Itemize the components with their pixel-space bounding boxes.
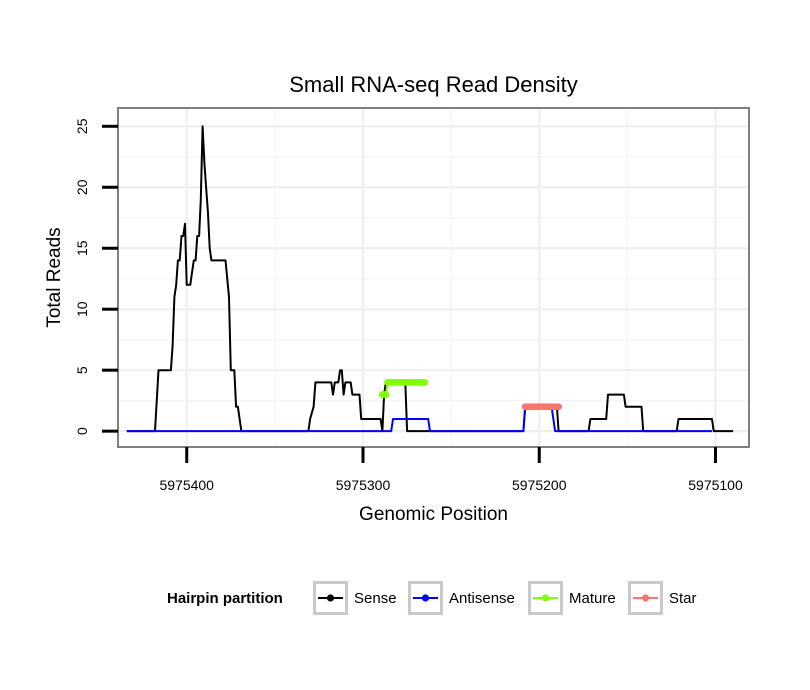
x-tick-label: 5975300 <box>336 477 391 493</box>
legend-item-star: Star <box>628 581 697 615</box>
legend-label: Mature <box>569 590 616 607</box>
series-mature <box>378 378 429 398</box>
x-tick-label: 5975100 <box>688 477 743 493</box>
y-tick-label: 25 <box>74 118 90 134</box>
legend-key-point <box>326 594 335 602</box>
legend-key-point <box>421 594 430 602</box>
chart-text: Small RNA-seq Read Density Genomic Positi… <box>44 72 578 525</box>
panel-border <box>117 107 750 448</box>
legend-key-point <box>641 594 650 602</box>
legend: Hairpin partition Sense Antisense Mature Sta… <box>167 581 697 615</box>
legend-title: Hairpin partition <box>167 590 283 607</box>
y-tick-label: 10 <box>74 301 90 317</box>
antisense-line <box>126 405 712 433</box>
y-axis-title: Total Reads <box>44 227 65 327</box>
x-tick-label: 5975200 <box>512 477 567 493</box>
y-tick-label: 5 <box>74 366 90 374</box>
chart-title: Small RNA-seq Read Density <box>289 72 578 97</box>
axes: 0 5 10 15 20 25 5975400 5975300 5975200 5975100 <box>74 118 743 493</box>
legend-label: Star <box>669 590 697 607</box>
x-tick-label: 5975400 <box>159 477 214 493</box>
legend-label: Sense <box>354 590 397 607</box>
y-tick-label: 20 <box>74 179 90 195</box>
legend-item-mature: Mature <box>528 581 616 615</box>
y-tick-label: 15 <box>74 240 90 256</box>
legend-item-antisense: Antisense <box>408 581 515 615</box>
legend-item-sense: Sense <box>313 581 397 615</box>
series-layer <box>126 125 734 433</box>
y-tick-label: 0 <box>74 427 90 435</box>
series-star <box>521 403 563 411</box>
legend-key-point <box>541 594 550 602</box>
star-point <box>555 403 563 411</box>
legend-label: Antisense <box>449 590 515 607</box>
mature-point <box>382 391 390 398</box>
grid-lines <box>118 108 749 447</box>
series-antisense <box>126 405 712 433</box>
mature-point <box>421 378 429 386</box>
x-axis-title: Genomic Position <box>359 504 508 525</box>
